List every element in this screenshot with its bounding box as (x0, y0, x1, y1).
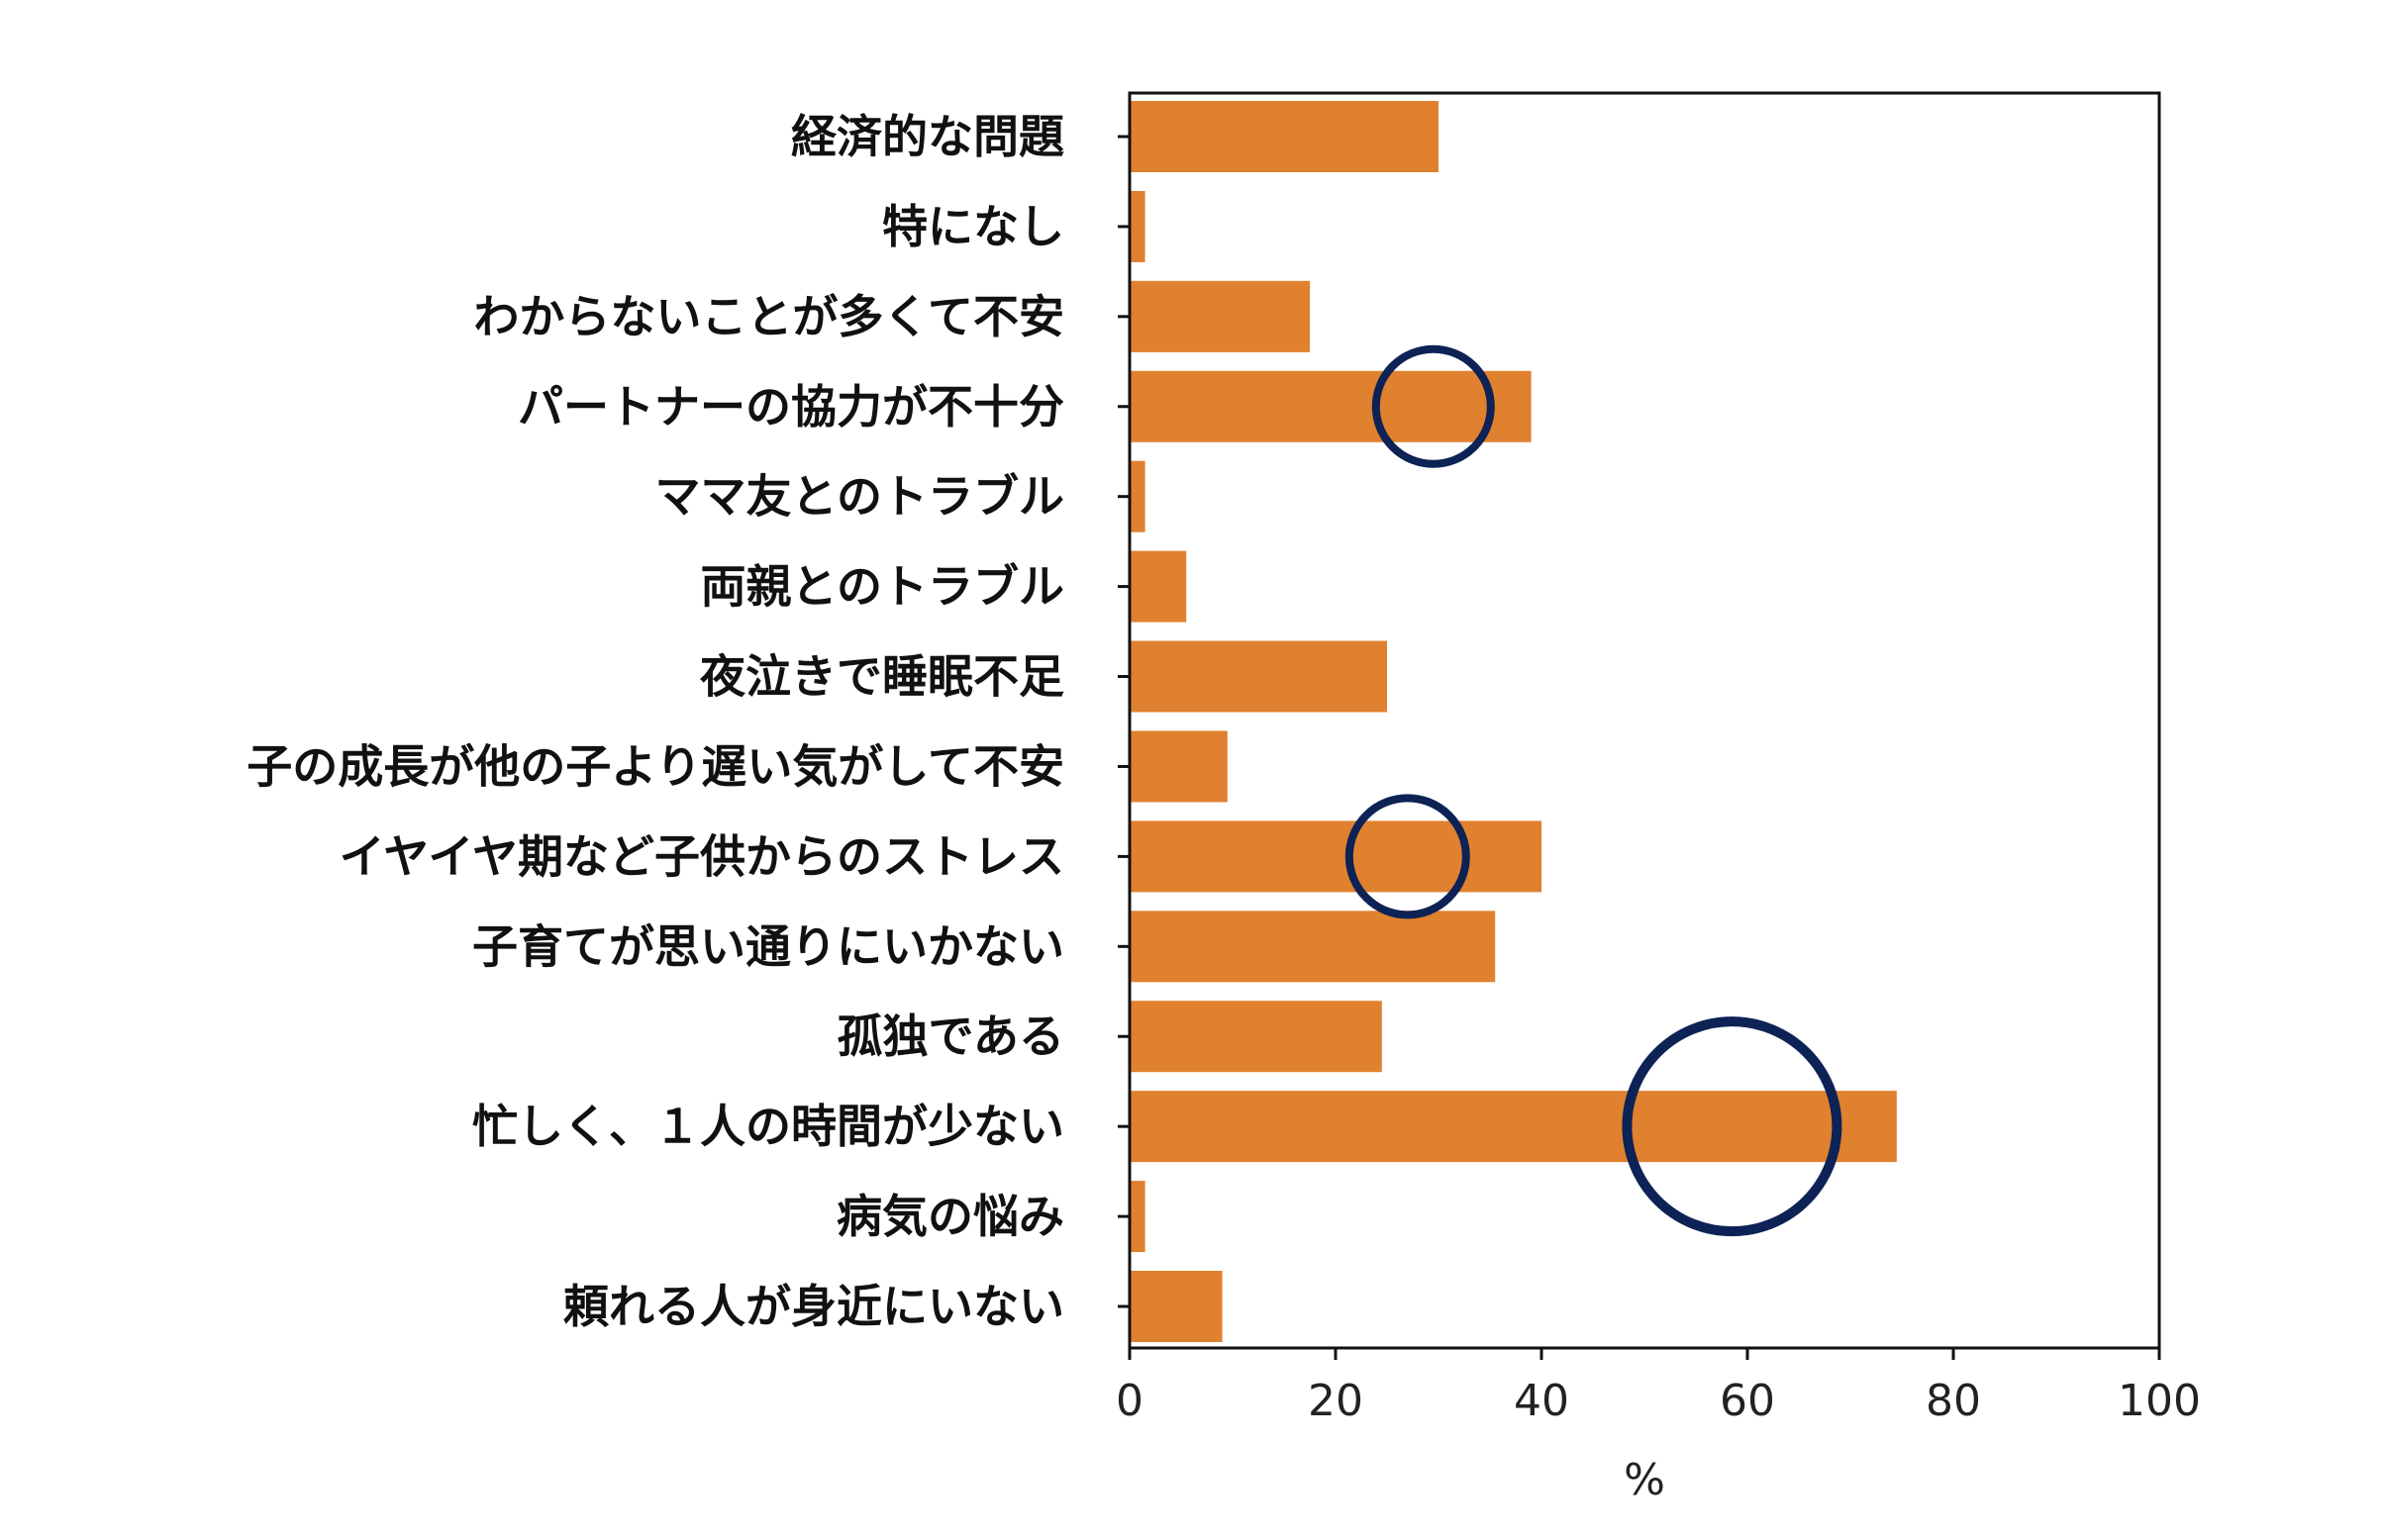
category-label: 子の成長が他の子より遅い気がして不安 (247, 739, 1064, 793)
highlight-circle (1371, 344, 1495, 468)
x-tick-label: 40 (1514, 1376, 1569, 1426)
x-ticks-layer: 0 20 40 60 80 100 (1116, 1348, 2201, 1426)
plot-frame (1128, 91, 2161, 1350)
category-label: 特になし (882, 200, 1064, 253)
category-label: 子育てが思い通りにいかない (472, 919, 1064, 973)
category-label: わからないことが多くて不安 (473, 290, 1064, 343)
category-label: イヤイヤ期など子供からのストレス (340, 829, 1064, 883)
highlight-circle (1622, 1016, 1842, 1237)
bar (1130, 370, 1532, 442)
x-axis-label: % (1624, 1455, 1665, 1505)
bar (1130, 730, 1228, 803)
bar (1130, 1181, 1145, 1253)
x-tick-label: 60 (1720, 1376, 1775, 1426)
x-tick-label: 80 (1926, 1376, 1981, 1426)
category-label: 忙しく、１人の時間が少ない (472, 1100, 1064, 1153)
x-tick-label: 100 (2118, 1376, 2201, 1426)
category-label: 病気の悩み (837, 1190, 1064, 1243)
category-label: 経済的な問題 (791, 110, 1064, 163)
category-label: パートナーの協力が不十分 (518, 380, 1064, 433)
bar (1130, 640, 1387, 713)
y-ticks-layer: 経済的な問題特になしわからないことが多くて不安パートナーの協力が不十分ママ友との… (247, 110, 1130, 1333)
x-tick-label: 0 (1116, 1376, 1143, 1426)
bar (1130, 101, 1439, 172)
x-tick-label: 20 (1308, 1376, 1363, 1426)
category-label: 両親とのトラブル (700, 560, 1064, 614)
bars-layer (1130, 101, 1897, 1342)
bar (1130, 280, 1310, 352)
bar (1130, 190, 1145, 262)
bar (1130, 911, 1496, 983)
category-label: 頼れる人が身近にいない (563, 1280, 1064, 1333)
bar (1130, 1001, 1382, 1073)
highlight-circles-layer (1344, 344, 1842, 1237)
bar (1130, 1091, 1897, 1163)
category-label: 夜泣きで睡眠不足 (699, 650, 1064, 704)
bar (1130, 460, 1145, 532)
category-label: ママ友とのトラブル (654, 470, 1064, 524)
category-label: 孤独である (837, 1010, 1064, 1063)
bar (1130, 1271, 1223, 1342)
highlight-circle (1344, 794, 1470, 919)
bar (1130, 550, 1187, 623)
bar (1130, 820, 1541, 893)
